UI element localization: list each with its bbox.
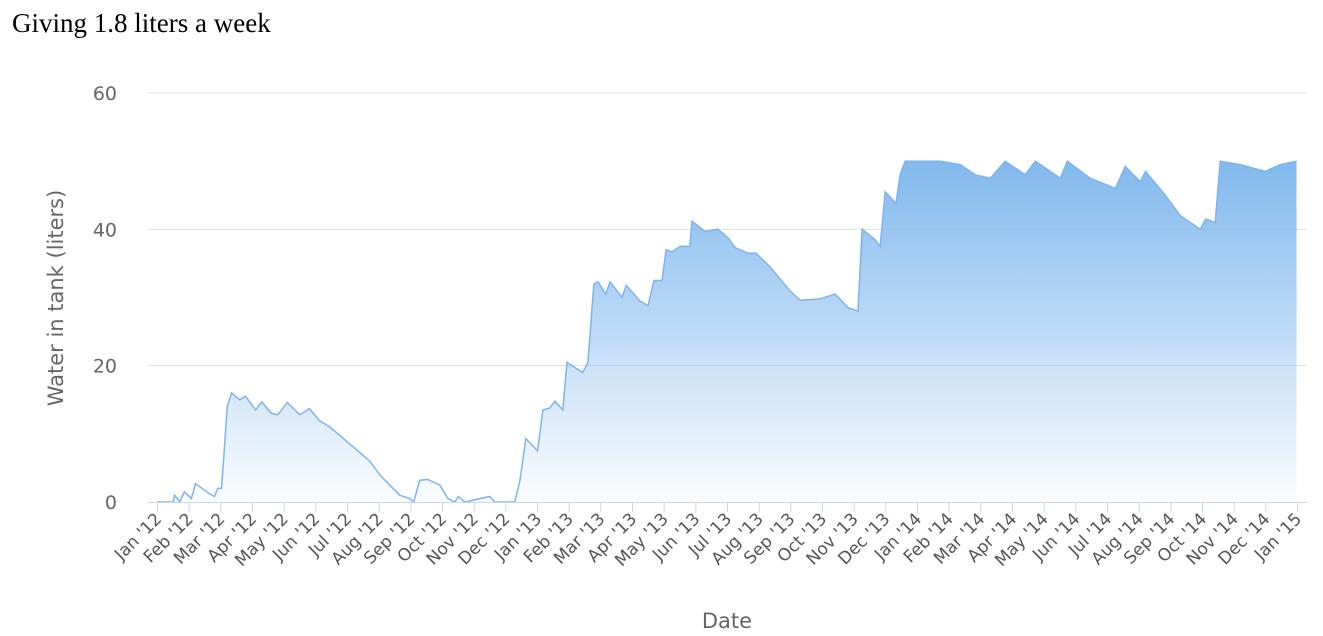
y-tick-label: 60 bbox=[93, 83, 117, 105]
chart-title: Giving 1.8 liters a week bbox=[12, 8, 271, 38]
y-tick-label: 20 bbox=[93, 356, 117, 378]
y-tick-label: 40 bbox=[93, 219, 117, 241]
x-axis-title: Date bbox=[702, 609, 752, 633]
y-axis-title: Water in tank (liters) bbox=[44, 190, 68, 407]
area-line bbox=[157, 160, 1297, 504]
y-tick-label: 0 bbox=[105, 492, 117, 514]
area-fill bbox=[157, 161, 1297, 502]
